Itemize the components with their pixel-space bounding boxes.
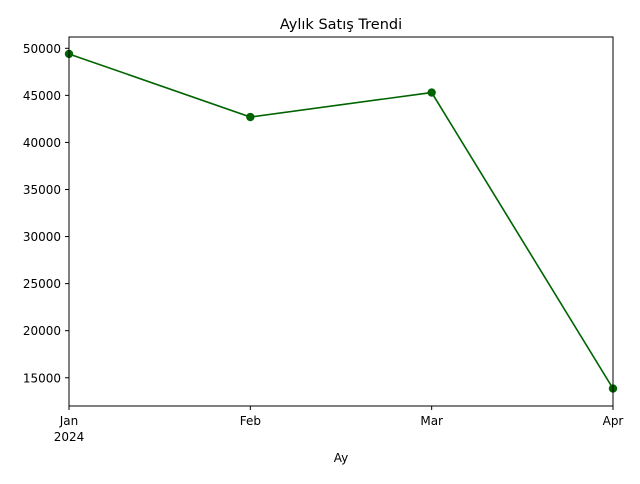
data-point xyxy=(246,112,255,122)
y-tick-label: 50000 xyxy=(23,42,61,56)
x-tick-label: Jan xyxy=(59,414,79,428)
x-tick-label: Mar xyxy=(420,414,443,428)
x-year-label: 2024 xyxy=(54,430,85,444)
series-line xyxy=(68,53,614,390)
x-tick-label: Feb xyxy=(240,414,261,428)
x-axis: Jan Feb Mar Apr 2024 xyxy=(54,406,624,444)
y-tick-label: 30000 xyxy=(23,230,61,244)
x-tick-label: Apr xyxy=(603,414,624,428)
series-layer xyxy=(64,49,618,393)
y-axis: 15000 20000 25000 30000 35000 40000 45000 50000 xyxy=(23,42,69,385)
y-tick-label: 15000 xyxy=(23,371,61,385)
data-point xyxy=(427,88,436,97)
y-tick-label: 40000 xyxy=(23,136,61,150)
x-axis-label: Ay xyxy=(334,451,349,465)
chart-title: Aylık Satış Trendi xyxy=(280,17,402,33)
y-tick-label: 20000 xyxy=(23,324,61,338)
plot-frame xyxy=(68,36,614,407)
y-tick-label: 25000 xyxy=(23,277,61,291)
y-tick-label: 35000 xyxy=(23,183,61,197)
y-tick-label: 45000 xyxy=(23,89,61,103)
